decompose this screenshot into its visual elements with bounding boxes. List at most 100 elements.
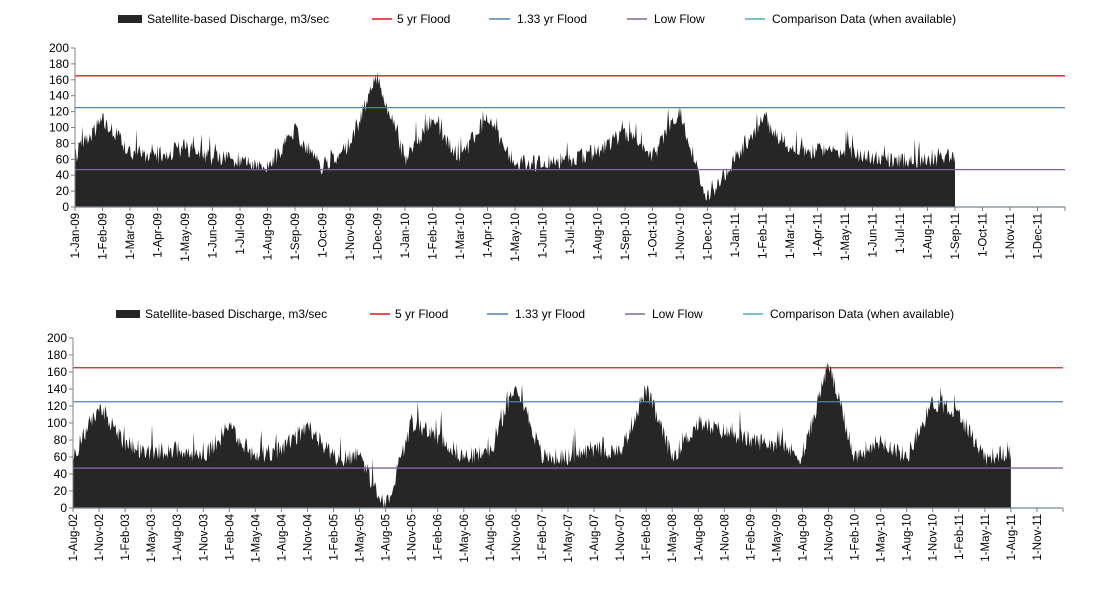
chart1-xtick-label: 1-Aug-09 <box>263 213 275 260</box>
chart1-ytick-label: 200 <box>49 41 69 55</box>
chart2-ytick-label: 40 <box>54 467 68 481</box>
chart1-ytick-label: 180 <box>49 57 69 71</box>
chart1-xtick-label: 1-Sep-10 <box>620 213 632 260</box>
chart2-xtick-label: 1-Nov-06 <box>511 514 523 561</box>
chart1-ytick-label: 60 <box>56 152 70 166</box>
chart2-xtick-label: 1-Feb-05 <box>329 514 341 561</box>
chart2-ytick-label: 180 <box>47 348 67 362</box>
chart2-xtick-label: 1-Aug-03 <box>172 514 184 561</box>
chart1-xtick-label: 1-Mar-09 <box>125 213 137 260</box>
chart1-discharge-area <box>75 71 955 207</box>
legend-label-lowflow: Low Flow <box>654 12 705 26</box>
chart2-xtick-label: 1-May-08 <box>667 514 679 563</box>
legend-label-discharge-2: Satellite-based Discharge, m3/sec <box>145 307 327 321</box>
chart2-ytick-label: 200 <box>47 331 67 345</box>
chart1-xtick-label: 1-Jan-10 <box>400 213 412 258</box>
chart2-xtick-label: 1-Nov-02 <box>94 514 106 561</box>
chart2-xtick-label: 1-Aug-06 <box>485 514 497 561</box>
chart2-xtick-label: 1-Nov-04 <box>302 513 314 561</box>
chart1-xtick-label: 1-Apr-09 <box>153 213 165 258</box>
chart2-xtick-label: 1-May-06 <box>459 514 471 563</box>
chart2-xtick-label: 1-May-05 <box>355 514 367 563</box>
chart2-plot: 0 20 40 60 80 100 120 140 160 180 200 1-Aug-02 1-Nov… <box>47 331 1064 563</box>
chart2-ytick-label: 100 <box>47 416 67 430</box>
chart1-xtick-label: 1-Feb-10 <box>428 213 440 260</box>
chart2-ytick-label: 160 <box>47 365 67 379</box>
chart1-xtick-label: 1-May-11 <box>840 213 852 261</box>
legend-label-flood133-2: 1.33 yr Flood <box>515 307 585 321</box>
legend-label-lowflow-2: Low Flow <box>652 307 703 321</box>
chart1-xtick-label: 1-May-09 <box>180 213 192 262</box>
chart2-xtick-label: 1-Nov-08 <box>719 514 731 561</box>
chart1-xtick-label: 1-Nov-11 <box>1005 213 1017 259</box>
chart1-xtick-label: 1-Jul-10 <box>565 213 577 255</box>
chart1-xtick-label: 1-Dec-11 <box>1033 213 1045 259</box>
chart2-xtick-label: 1-Aug-04 <box>276 513 288 561</box>
chart1-xtick-label: 1-Oct-11 <box>978 213 990 257</box>
chart2-ytick-label: 120 <box>47 399 67 413</box>
chart2-xtick-label: 1-Nov-10 <box>928 514 940 561</box>
chart1-xtick-label: 1-Apr-11 <box>813 213 825 257</box>
chart1-xtick-label: 1-Mar-10 <box>455 213 467 260</box>
chart2-xtick-label: 1-Aug-08 <box>693 514 705 561</box>
chart1-ytick-label: 40 <box>56 168 70 182</box>
chart2-ytick-label: 140 <box>47 382 67 396</box>
chart1-xtick-label: 1-Nov-09 <box>345 213 357 260</box>
legend-label-comparison: Comparison Data (when available) <box>772 12 956 26</box>
chart1-xtick-label: 1-Dec-09 <box>373 213 385 260</box>
chart2-xtick-label: 1-May-09 <box>771 514 783 563</box>
chart1-xtick-label: 1-Oct-09 <box>318 213 330 258</box>
chart2-xtick-label: 1-Nov-07 <box>615 514 627 561</box>
chart2-xtick-label: 1-May-10 <box>876 514 888 563</box>
chart1-xtick-label: 1-May-10 <box>510 213 522 262</box>
chart2-xtick-label: 1-Aug-11 <box>1006 514 1018 560</box>
chart1-xtick-label: 1-Jul-09 <box>235 213 247 255</box>
legend-label-flood5-2: 5 yr Flood <box>395 307 448 321</box>
chart2-xtick-label: 1-Feb-09 <box>745 514 757 561</box>
chart1-xtick-label: 1-Aug-11 <box>923 213 935 259</box>
chart1-xtick-label: 1-Feb-09 <box>98 213 110 260</box>
legend-label-discharge: Satellite-based Discharge, m3/sec <box>147 12 329 26</box>
chart2-xtick-label: 1-Aug-10 <box>902 514 914 561</box>
chart1-legend: Satellite-based Discharge, m3/sec 5 yr F… <box>118 12 956 26</box>
legend-label-comparison-2: Comparison Data (when available) <box>770 307 954 321</box>
chart2-xtick-label: 1-May-11 <box>980 514 992 562</box>
chart1-xtick-label: 1-Aug-10 <box>593 213 605 260</box>
chart1-ytick-label: 20 <box>56 184 70 198</box>
chart2-ytick-label: 20 <box>54 484 68 498</box>
chart2-xtick-label: 1-Nov-11 <box>1032 514 1044 560</box>
chart1-ytick-label: 100 <box>49 121 69 135</box>
chart2-xtick-label: 1-Feb-07 <box>537 514 549 561</box>
chart2-xtick-label: 1-Aug-05 <box>381 514 393 561</box>
chart2-xtick-label: 1-Nov-09 <box>824 514 836 561</box>
chart1-ytick-label: 160 <box>49 73 69 87</box>
chart1-xtick-label: 1-Feb-11 <box>758 213 770 259</box>
chart1-xtick-label: 1-Jun-09 <box>208 213 220 258</box>
chart1-xtick-label: 1-Jun-10 <box>538 213 550 258</box>
chart1-ytick-label: 140 <box>49 89 69 103</box>
chart1-xtick-label: 1-Sep-09 <box>290 213 302 260</box>
chart2-xtick-label: 1-Aug-09 <box>797 514 809 561</box>
legend-label-flood133: 1.33 yr Flood <box>517 12 587 26</box>
chart2-xtick-label: 1-May-03 <box>146 514 158 563</box>
chart1-xtick-label: 1-Oct-10 <box>648 213 660 258</box>
chart1-xtick-label: 1-Sep-11 <box>950 213 962 259</box>
chart2-ytick-label: 80 <box>54 433 68 447</box>
legend-label-flood5: 5 yr Flood <box>397 12 450 26</box>
chart2-xtick-label: 1-Feb-08 <box>641 514 653 561</box>
chart1-xtick-label: 1-Jan-11 <box>730 213 742 258</box>
chart2-xtick-label: 1-Nov-05 <box>407 514 419 561</box>
chart2-xtick-label: 1-Aug-02 <box>68 514 80 561</box>
chart1-ytick-label: 120 <box>49 105 69 119</box>
chart1-xtick-label: 1-Nov-10 <box>675 213 687 260</box>
chart2-xtick-label: 1-May-07 <box>563 514 575 563</box>
chart1-xtick-label: 1-Apr-10 <box>483 213 495 258</box>
chart2-xtick-label: 1-Feb-04 <box>224 513 236 560</box>
chart2-xtick-label: 1-Feb-11 <box>954 514 966 560</box>
chart1-ytick-label: 80 <box>56 136 70 150</box>
chart2-xtick-label: 1-Feb-06 <box>433 514 445 561</box>
chart1-xtick-label: 1-Jan-09 <box>70 213 82 258</box>
